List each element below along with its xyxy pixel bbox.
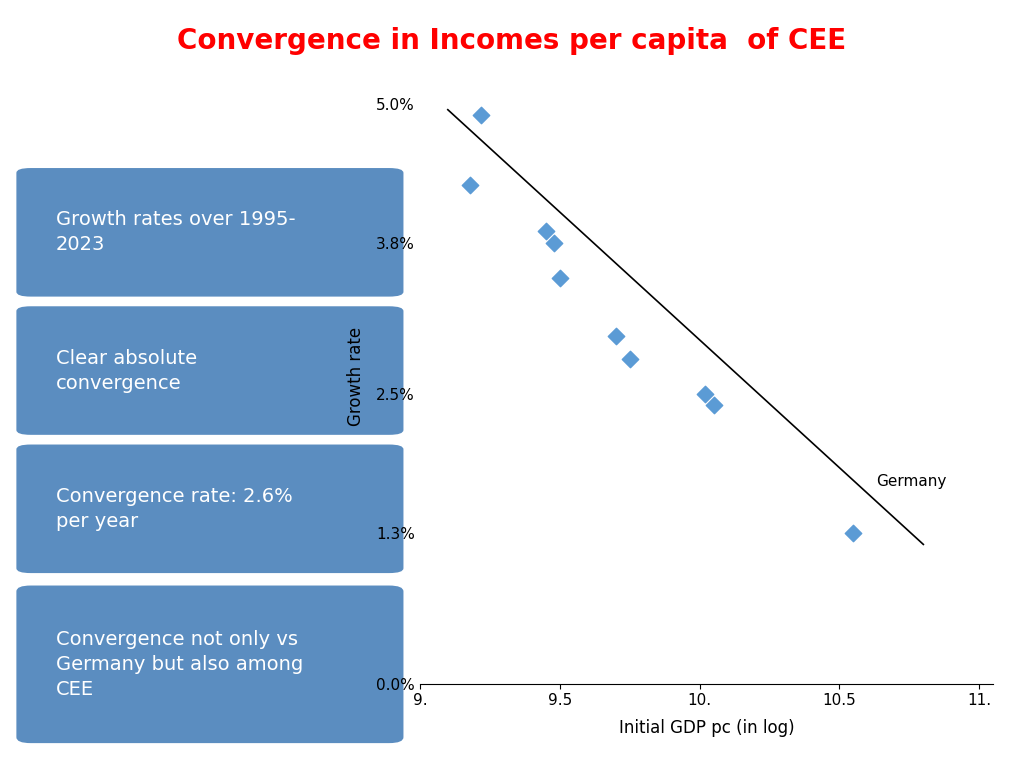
Point xyxy=(552,272,568,284)
Text: Convergence not only vs
Germany but also among
CEE: Convergence not only vs Germany but also… xyxy=(55,630,303,699)
FancyBboxPatch shape xyxy=(16,585,403,743)
Text: Clear absolute
convergence: Clear absolute convergence xyxy=(55,349,197,392)
Text: Germany: Germany xyxy=(876,475,946,489)
Point xyxy=(697,388,714,400)
Text: Convergence in Incomes per capita  of CEE: Convergence in Incomes per capita of CEE xyxy=(177,27,847,55)
Text: Convergence rate: 2.6%
per year: Convergence rate: 2.6% per year xyxy=(55,487,293,531)
Text: Growth rates over 1995-
2023: Growth rates over 1995- 2023 xyxy=(55,210,296,254)
Point xyxy=(845,527,861,539)
Point xyxy=(546,237,562,249)
Point xyxy=(538,225,554,237)
Point xyxy=(607,329,624,342)
X-axis label: Initial GDP pc (in log): Initial GDP pc (in log) xyxy=(618,720,795,737)
Point xyxy=(473,109,489,121)
Point xyxy=(622,353,638,365)
Point xyxy=(706,399,722,412)
Point xyxy=(462,179,478,191)
FancyBboxPatch shape xyxy=(16,445,403,573)
FancyBboxPatch shape xyxy=(16,168,403,296)
FancyBboxPatch shape xyxy=(16,306,403,435)
Y-axis label: Growth rate: Growth rate xyxy=(347,326,365,426)
